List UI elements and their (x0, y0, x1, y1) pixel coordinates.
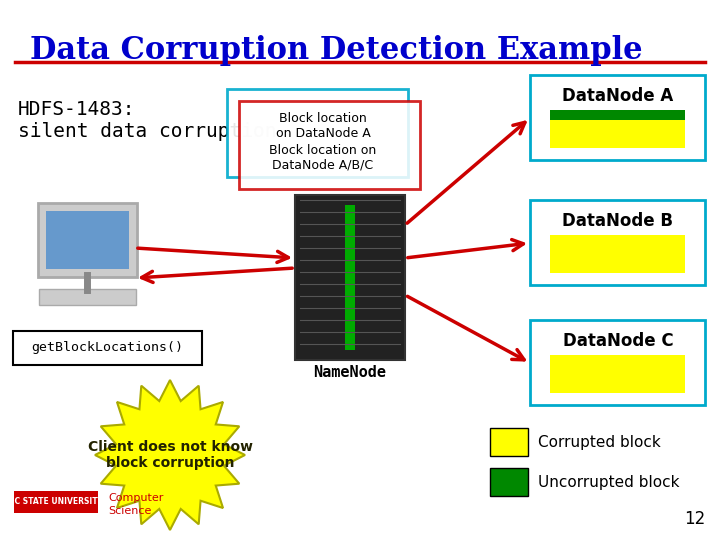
Text: Science: Science (108, 506, 151, 516)
Text: Block location
on DataNode A: Block location on DataNode A (276, 112, 370, 140)
FancyBboxPatch shape (530, 75, 705, 160)
FancyBboxPatch shape (530, 200, 705, 285)
Text: 12: 12 (684, 510, 705, 528)
FancyBboxPatch shape (38, 203, 137, 277)
FancyBboxPatch shape (46, 211, 129, 269)
Text: getBlockLocations(): getBlockLocations() (31, 341, 183, 354)
FancyBboxPatch shape (550, 355, 685, 393)
Text: Data Corruption Detection Example: Data Corruption Detection Example (30, 35, 643, 66)
Text: NC STATE UNIVERSITY: NC STATE UNIVERSITY (9, 497, 104, 507)
Text: NameNode: NameNode (313, 365, 387, 380)
Polygon shape (95, 380, 245, 530)
Text: Uncorrupted block: Uncorrupted block (538, 475, 680, 489)
FancyBboxPatch shape (530, 320, 705, 405)
Text: HDFS-1483:
silent data corruption: HDFS-1483: silent data corruption (18, 100, 276, 141)
Text: DataNode A: DataNode A (562, 87, 674, 105)
FancyBboxPatch shape (227, 89, 408, 177)
Text: Client does not know
block corruption: Client does not know block corruption (88, 440, 253, 470)
FancyBboxPatch shape (345, 205, 355, 350)
FancyBboxPatch shape (295, 195, 405, 360)
FancyBboxPatch shape (550, 235, 685, 273)
Text: Block location on
DataNode A/B/C: Block location on DataNode A/B/C (269, 144, 377, 172)
FancyBboxPatch shape (490, 468, 528, 496)
Text: Corrupted block: Corrupted block (538, 435, 661, 449)
Text: Computer: Computer (108, 493, 163, 503)
Text: DataNode C: DataNode C (563, 332, 673, 350)
Text: DataNode B: DataNode B (562, 212, 673, 230)
FancyBboxPatch shape (39, 289, 136, 305)
FancyBboxPatch shape (550, 110, 685, 120)
FancyBboxPatch shape (14, 491, 98, 513)
FancyBboxPatch shape (490, 428, 528, 456)
FancyBboxPatch shape (239, 101, 420, 189)
FancyBboxPatch shape (13, 331, 202, 365)
FancyBboxPatch shape (550, 120, 685, 148)
